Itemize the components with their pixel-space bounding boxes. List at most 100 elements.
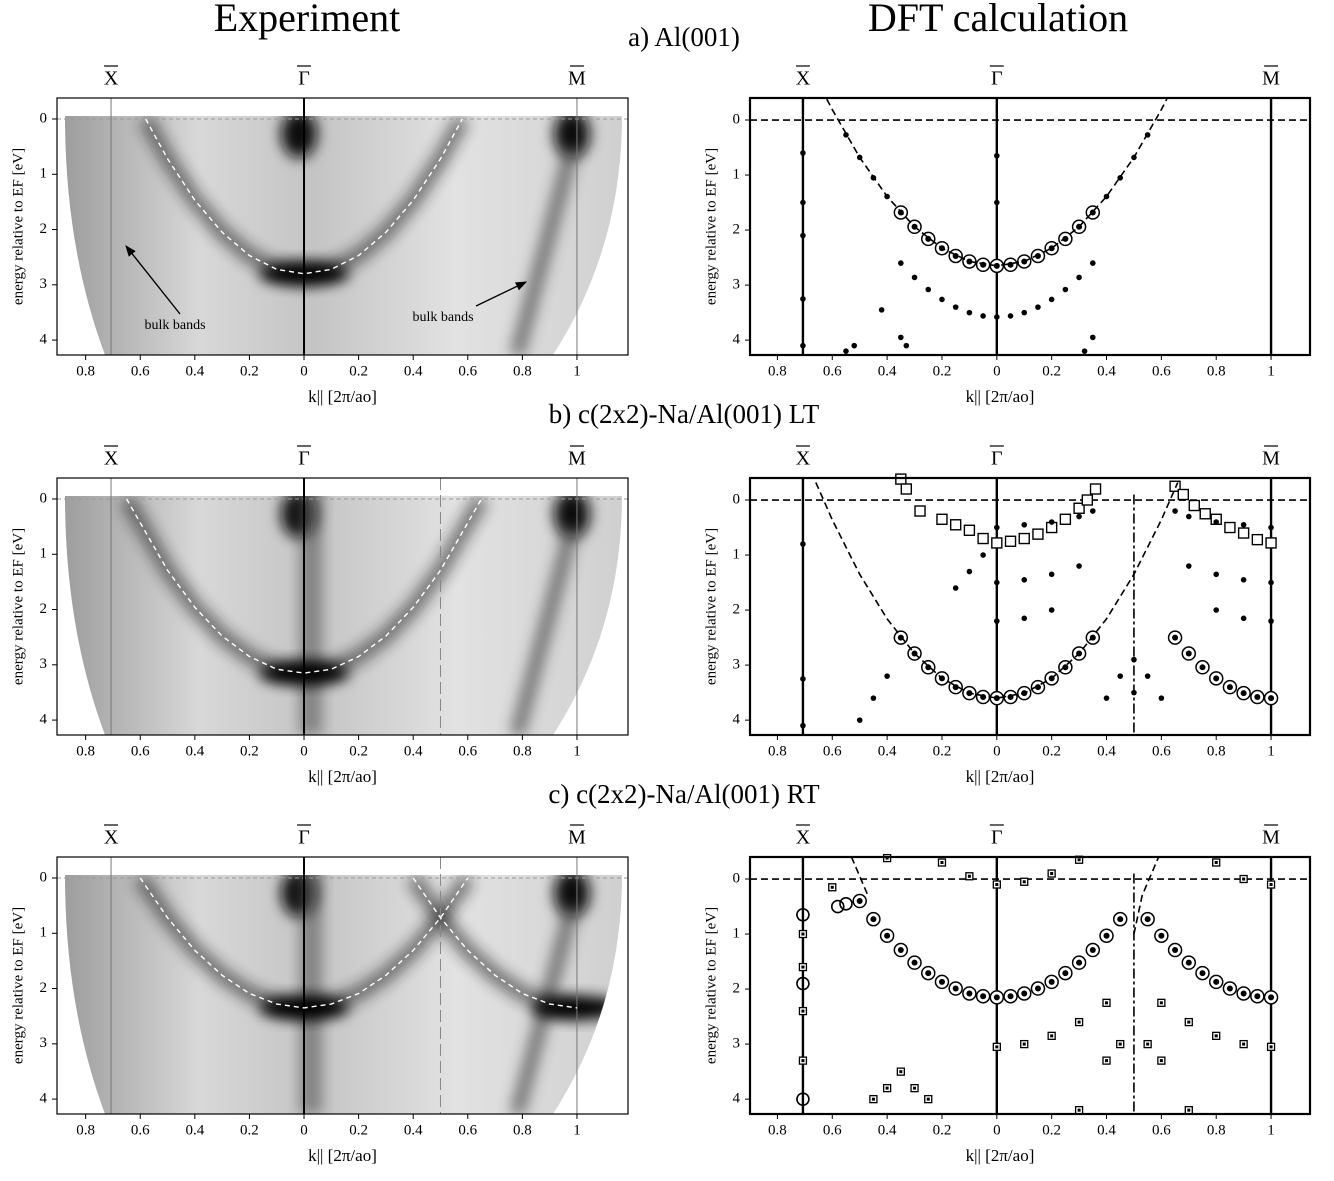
state-dot xyxy=(1213,607,1220,613)
intensity-spot xyxy=(281,116,318,158)
state-small-square xyxy=(1239,874,1248,884)
state-ring xyxy=(830,899,845,914)
state-circle xyxy=(1167,630,1183,645)
state-circle xyxy=(1030,248,1046,264)
state-small-square-inner xyxy=(830,885,834,889)
state-dot xyxy=(1117,673,1124,679)
state-square xyxy=(1224,521,1236,534)
state-circle-dot xyxy=(1172,947,1179,954)
x-tick-label: 0.6 xyxy=(131,1122,150,1138)
x-tick-label: 0.4 xyxy=(404,363,423,379)
x-tick-label: 0.2 xyxy=(349,363,368,379)
state-small-square xyxy=(1143,1039,1152,1049)
y-tick-label: 4 xyxy=(733,332,741,348)
state-small-square xyxy=(896,1067,905,1076)
symmetry-label: M xyxy=(1262,448,1280,470)
y-tick-label: 3 xyxy=(733,657,741,673)
state-small-square xyxy=(1102,998,1111,1007)
symmetry-label: Γ xyxy=(298,448,310,470)
state-dot xyxy=(966,568,973,575)
annotation: bulk bands xyxy=(144,318,205,333)
state-dot xyxy=(851,342,858,349)
state-dot xyxy=(939,296,945,303)
x-tick-label: 1 xyxy=(1267,363,1275,379)
intensity-streak xyxy=(300,875,323,1114)
state-circle-dot xyxy=(1268,695,1275,702)
state-circle xyxy=(1195,660,1210,675)
x-tick-label: 0.6 xyxy=(458,363,477,379)
panel: X Γ M 0.8 0.6 0.4 0.2 0 0.2 0.4 0.6 0.8 1 0 1 2 3 4 k|| [2… xyxy=(10,445,629,786)
state-circle xyxy=(1058,965,1073,981)
state-circle xyxy=(1236,986,1251,1001)
state-circle xyxy=(1263,990,1279,1005)
state-dot xyxy=(1131,689,1137,696)
symmetry-label: X xyxy=(796,68,811,90)
state-circle xyxy=(989,990,1005,1005)
state-small-square-inner xyxy=(1214,861,1218,865)
state-small-square-inner xyxy=(1214,1034,1218,1038)
state-circle xyxy=(975,689,991,705)
state-small-square xyxy=(1212,1031,1221,1041)
state-small-square xyxy=(1020,1039,1029,1049)
band-dispersion xyxy=(139,877,469,1009)
y-tick-label: 4 xyxy=(40,712,48,728)
state-small-square-inner xyxy=(801,1009,805,1013)
state-circle xyxy=(948,981,963,996)
y-tick-label: 4 xyxy=(733,712,741,728)
state-dot xyxy=(870,695,877,701)
state-circle xyxy=(934,974,950,990)
state-small-square xyxy=(992,880,1001,889)
state-circle-dot xyxy=(1021,990,1028,997)
x-tick-label: 0.4 xyxy=(1097,363,1116,379)
y-tick-label: 2 xyxy=(40,601,48,617)
x-tick-label: 0.2 xyxy=(240,363,259,379)
state-small-square xyxy=(924,1094,933,1104)
state-dot xyxy=(952,585,959,591)
state-circle-dot xyxy=(1076,959,1083,966)
state-dot xyxy=(911,274,918,281)
x-tick-label: 1 xyxy=(573,743,581,759)
x-tick-label: 0.4 xyxy=(185,363,204,379)
state-dot xyxy=(903,342,910,349)
symmetry-label: M xyxy=(568,68,586,90)
x-axis-label: k|| [2π/ao] xyxy=(308,767,377,786)
state-circle-dot xyxy=(1034,985,1041,992)
state-ring xyxy=(796,976,810,991)
state-square xyxy=(1018,532,1030,545)
state-small-square xyxy=(798,962,808,972)
state-dot xyxy=(952,304,959,310)
intensity-spot xyxy=(553,875,590,917)
state-circle-dot xyxy=(870,916,877,923)
x-tick-label: 0.2 xyxy=(240,743,259,759)
y-tick-label: 0 xyxy=(733,111,741,127)
state-dot xyxy=(1268,618,1274,624)
plot-frame xyxy=(748,855,1312,1116)
state-circle-dot xyxy=(1268,994,1275,1001)
state-circle-dot xyxy=(1048,978,1055,985)
photoemission-image xyxy=(65,875,622,1114)
state-circle-dot xyxy=(980,993,987,1000)
state-circle xyxy=(1195,965,1210,981)
state-small-square xyxy=(1184,1105,1193,1115)
state-dot xyxy=(1021,309,1028,316)
state-dot xyxy=(925,286,932,293)
panel: X Γ M 0.8 0.6 0.4 0.2 0 0.2 0.4 0.6 0.8 1 0 1 2 3 4 k|| [2… xyxy=(703,824,1312,1165)
state-dot xyxy=(898,334,904,341)
panel: X Γ M 0.8 0.6 0.4 0.2 0 0.2 0.4 0.6 0.8 1 0 1 2 3 4 k|| [2… xyxy=(10,824,629,1165)
state-circle-dot xyxy=(993,695,1000,702)
state-circle xyxy=(975,988,991,1004)
x-tick-label: 0.8 xyxy=(768,1122,787,1138)
state-square xyxy=(1251,533,1264,546)
y-tick-label: 3 xyxy=(40,656,48,672)
x-axis-label: k|| [2π/ao] xyxy=(966,1146,1035,1165)
state-small-square-inner xyxy=(995,883,999,887)
x-tick-label: 0.8 xyxy=(513,1122,532,1138)
state-square xyxy=(895,473,907,485)
state-circle xyxy=(852,893,867,909)
y-tick-label: 1 xyxy=(733,166,741,182)
x-axis-label: k|| [2π/ao] xyxy=(966,767,1035,786)
state-dot xyxy=(1076,563,1082,569)
state-dot xyxy=(884,673,890,679)
state-dot xyxy=(994,524,1000,531)
state-dot xyxy=(1048,571,1055,578)
